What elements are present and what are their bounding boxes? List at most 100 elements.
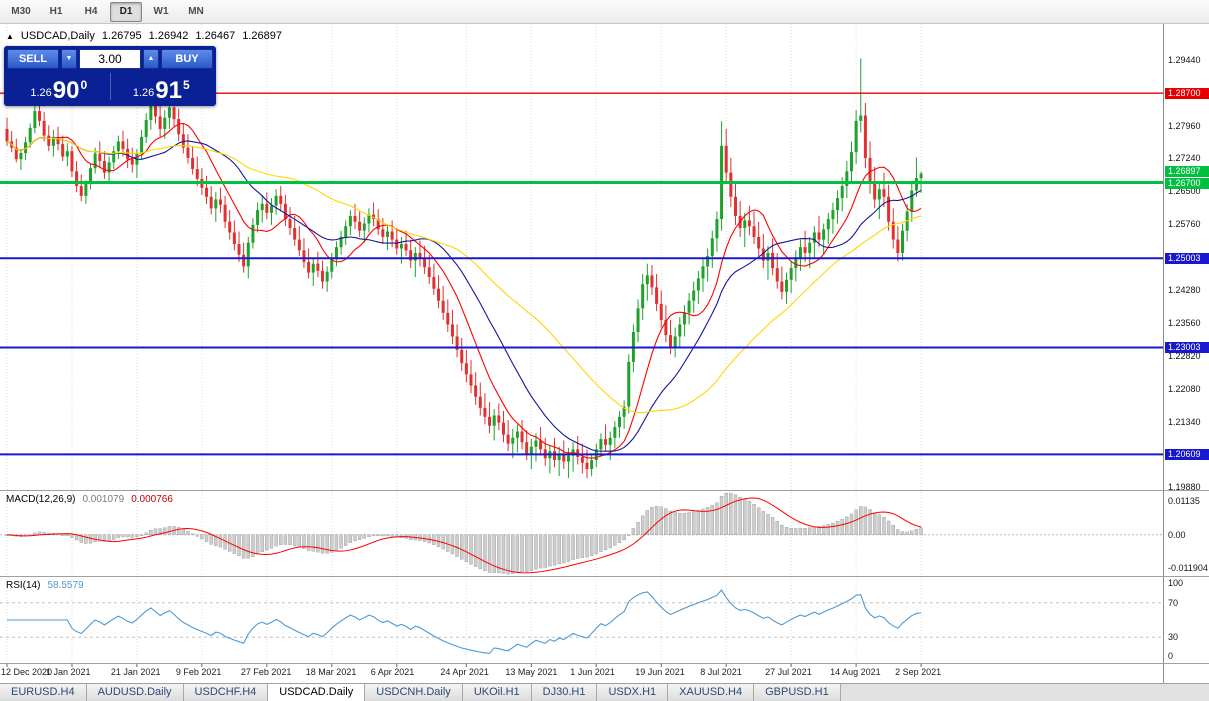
macd-histogram xyxy=(5,492,923,575)
rsi-indicator-label: RSI(14) 58.5579 xyxy=(6,580,84,591)
date-axis-label: 14 Aug 2021 xyxy=(830,667,881,677)
moving-average-21 xyxy=(6,137,922,452)
volume-increase-icon[interactable]: ▲ xyxy=(143,49,159,69)
chart-tab-gbpusd-h1[interactable]: GBPUSD.H1 xyxy=(754,684,841,701)
rsi-axis-label: 70 xyxy=(1168,597,1179,608)
chart-tab-usdcnh-daily[interactable]: USDCNH.Daily xyxy=(365,684,463,701)
chart-tab-eurusd-h4[interactable]: EURUSD.H4 xyxy=(0,684,87,701)
buy-price-big: 91 xyxy=(155,77,182,104)
price-axis-label: 1.24280 xyxy=(1168,285,1201,296)
chart-tab-ukoil-h1[interactable]: UKOil.H1 xyxy=(462,684,532,701)
timeframe-button-w1[interactable]: W1 xyxy=(153,5,169,17)
resistance-price-tag: 1.28700 xyxy=(1165,88,1209,100)
buy-price[interactable]: 1.26 91 5 xyxy=(112,78,212,103)
date-axis-label: 13 May 2021 xyxy=(505,667,558,677)
candlestick-series xyxy=(5,58,923,479)
price-axis-label: 1.23560 xyxy=(1168,317,1201,328)
sell-price-prefix: 1.26 xyxy=(30,87,52,99)
ohlc-close: 1.26897 xyxy=(242,30,282,42)
date-axis-label: 27 Feb 2021 xyxy=(240,667,292,677)
rsi-name: RSI(14) xyxy=(6,580,41,591)
price-axis-label: 1.27240 xyxy=(1168,153,1201,164)
rsi-axis-label: 30 xyxy=(1168,632,1179,643)
chart-tab-audusd-daily[interactable]: AUDUSD.Daily xyxy=(86,684,184,701)
moving-average-10 xyxy=(6,122,922,459)
macd-name: MACD(12,26,9) xyxy=(6,494,76,505)
macd-main-value: 0.001079 xyxy=(82,494,125,505)
ohlc-high: 1.26942 xyxy=(148,30,189,42)
date-axis-label: 1 Jun 2021 xyxy=(570,667,615,677)
date-axis-label: 6 Apr 2021 xyxy=(370,667,415,677)
date-axis-label: 24 Apr 2021 xyxy=(440,667,489,677)
sell-price-sup: 0 xyxy=(80,78,88,92)
price-axis[interactable]: 1.29440 1.27960 1.27240 1.26500 1.25760 1.242… xyxy=(1163,24,1209,683)
sell-price[interactable]: 1.26 90 0 xyxy=(9,78,109,103)
timeframe-button-h1[interactable]: H1 xyxy=(49,5,63,17)
date-axis-label: 19 Jun 2021 xyxy=(635,667,685,677)
ohlc-open: 1.26795 xyxy=(101,30,142,42)
date-axis-label: 18 Mar 2021 xyxy=(305,667,357,677)
price-axis-label: 1.27960 xyxy=(1168,121,1201,132)
price-axis-label: 1.29440 xyxy=(1168,55,1201,66)
moving-average-45 xyxy=(6,137,922,414)
macd-signal-value: 0.000766 xyxy=(131,494,173,505)
panel-separator[interactable] xyxy=(0,490,1209,491)
price-axis-label: 1.26500 xyxy=(1168,186,1201,197)
one-click-toggle-icon[interactable]: ▲ xyxy=(6,31,14,41)
sell-button[interactable]: SELL xyxy=(7,49,59,69)
timeframe-button-h4[interactable]: H4 xyxy=(84,5,98,17)
rsi-axis-label: 100 xyxy=(1168,578,1184,588)
buy-price-sup: 5 xyxy=(182,78,190,92)
volume-input[interactable] xyxy=(79,49,141,69)
blue-level-price-tag: 1.25003 xyxy=(1165,253,1209,265)
blue-level-price-tag: 1.20609 xyxy=(1165,449,1209,461)
symbol-period-label: USDCAD,Daily xyxy=(20,30,95,42)
date-axis-label: 12 Dec 2020 xyxy=(1,667,53,677)
buy-button[interactable]: BUY xyxy=(161,49,213,69)
macd-axis-label: -0.011904 xyxy=(1168,563,1208,573)
chart-tabs-bar: EURUSD.H4 AUDUSD.Daily USDCHF.H4 USDCAD.Dai… xyxy=(0,683,1209,701)
chart-tab-xauusd-h4[interactable]: XAUUSD.H4 xyxy=(668,684,755,701)
chart-tab-usdx-h1[interactable]: USDX.H1 xyxy=(597,684,669,701)
date-axis[interactable]: 12 Dec 2020 1 Jan 2021 21 Jan 2021 9 Feb 20… xyxy=(0,663,1163,683)
price-divider xyxy=(109,73,111,100)
price-axis-label: 1.22820 xyxy=(1168,350,1201,361)
date-axis-label: 9 Feb 2021 xyxy=(175,667,222,677)
grid-lines xyxy=(6,24,922,663)
date-axis-label: 2 Sep 2021 xyxy=(895,667,942,677)
ohlc-low: 1.26467 xyxy=(195,30,236,42)
timeframe-button-mn[interactable]: MN xyxy=(188,5,204,17)
chart-tab-usdchf-h4[interactable]: USDCHF.H4 xyxy=(183,684,269,701)
date-axis-label: 21 Jan 2021 xyxy=(110,667,161,677)
volume-decrease-icon[interactable]: ▼ xyxy=(61,49,77,69)
buy-price-prefix: 1.26 xyxy=(132,87,155,99)
green-level-price-tag: 1.26700 xyxy=(1165,178,1209,190)
sell-price-big: 90 xyxy=(52,77,80,104)
date-axis-label: 1 Jan 2021 xyxy=(45,667,91,677)
panel-separator xyxy=(0,663,1209,664)
rsi-axis-label: 0 xyxy=(1168,651,1174,661)
blue-level-price-tag: 1.23003 xyxy=(1165,342,1209,354)
price-axis-label: 1.25760 xyxy=(1168,219,1201,230)
current-price-tag: 1.26897 xyxy=(1165,165,1209,177)
chart-tab-usdcad-daily[interactable]: USDCAD.Daily xyxy=(268,684,366,701)
rsi-value: 58.5579 xyxy=(47,580,84,591)
price-axis-label: 1.21340 xyxy=(1168,416,1201,427)
timeframe-button-m30[interactable]: M30 xyxy=(11,5,31,17)
price-axis-label: 1.22080 xyxy=(1168,383,1201,394)
timeframe-toolbar: M30 H1 H4 D1 W1 MN xyxy=(0,0,1209,24)
macd-indicator-label: MACD(12,26,9) 0.001079 0.000766 xyxy=(6,494,173,505)
macd-signal-line xyxy=(6,497,922,574)
one-click-trading-panel: SELL ▼ ▲ BUY 1.26 90 0 1.26 91 5 xyxy=(4,46,216,106)
panel-separator[interactable] xyxy=(0,576,1209,577)
timeframe-button-d1[interactable]: D1 xyxy=(110,1,142,22)
macd-axis-label: 0.00 xyxy=(1168,529,1186,540)
date-axis-label: 8 Jul 2021 xyxy=(700,667,742,677)
chart-title: ▲ USDCAD,Daily 1.26795 1.26942 1.26467 1… xyxy=(6,30,282,42)
rsi-line xyxy=(7,589,922,655)
date-axis-label: 27 Jul 2021 xyxy=(765,667,812,677)
price-axis-label: 1.19880 xyxy=(1168,481,1201,492)
chart-tab-dj30-h1[interactable]: DJ30.H1 xyxy=(531,684,598,701)
macd-axis-label: 0.01135 xyxy=(1168,496,1200,506)
